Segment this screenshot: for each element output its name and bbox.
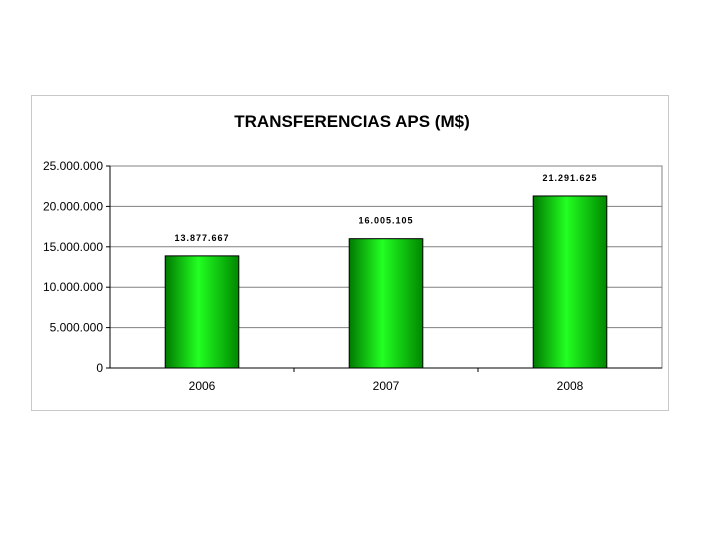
data-label: 21.291.625 <box>542 173 597 183</box>
y-tick-label: 20.000.000 <box>43 199 103 213</box>
bar <box>532 195 608 369</box>
chart-title: TRANSFERENCIAS APS (M$) <box>234 112 470 131</box>
y-tick-label: 25.000.000 <box>43 159 103 173</box>
bar <box>164 255 240 369</box>
y-tick-label: 10.000.000 <box>43 280 103 294</box>
chart-frame: TRANSFERENCIAS APS (M$) 0 5.000.000 10.000… <box>31 95 669 411</box>
data-label: 16.005.105 <box>358 216 413 226</box>
x-tick-label: 2007 <box>373 379 400 393</box>
y-tick-label: 0 <box>96 361 103 375</box>
y-tick-label: 5.000.000 <box>50 321 104 335</box>
y-tick-label: 15.000.000 <box>43 240 103 254</box>
bar <box>348 238 424 369</box>
bar-chart: TRANSFERENCIAS APS (M$) 0 5.000.000 10.000… <box>43 112 663 393</box>
x-tick-label: 2006 <box>189 379 216 393</box>
data-label: 13.877.667 <box>174 233 229 243</box>
x-tick-label: 2008 <box>557 379 584 393</box>
